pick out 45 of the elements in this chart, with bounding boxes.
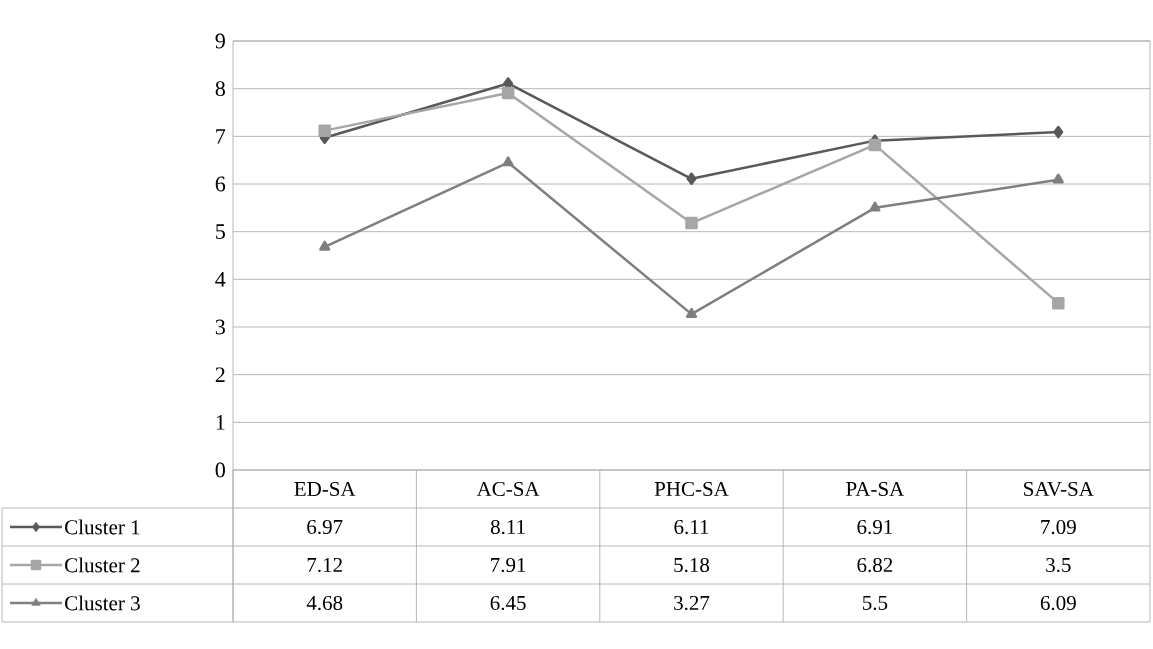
data-label: 8.11 <box>490 519 525 535</box>
y-tick-label: 3 <box>215 319 225 335</box>
point <box>686 172 697 186</box>
data-label: 5.18 <box>674 557 710 573</box>
legend-label: Cluster 1 <box>65 519 140 535</box>
x-tick-label: SAV-SA <box>1024 481 1094 497</box>
data-label: 7.12 <box>307 557 342 573</box>
y-tick-label: 1 <box>216 415 225 430</box>
data-label: 5.5 <box>863 595 888 611</box>
data-label: 7.91 <box>491 557 526 573</box>
y-tick-label: 0 <box>215 462 225 478</box>
point <box>1052 296 1065 310</box>
data-label: 3.5 <box>1046 557 1071 573</box>
data-label: 6.82 <box>857 557 893 573</box>
y-tick-label: 8 <box>215 81 225 97</box>
x-tick-label: AC-SA <box>476 481 540 497</box>
point <box>869 201 881 212</box>
data-label: 3.27 <box>674 595 710 611</box>
point <box>319 240 331 251</box>
point <box>501 86 515 100</box>
data-label: 6.11 <box>674 519 709 535</box>
legend-label: Cluster 3 <box>65 595 140 611</box>
data-label: 6.97 <box>307 519 343 535</box>
data-label: 7.09 <box>1041 519 1076 535</box>
x-tick-label: PA-SA <box>846 481 905 497</box>
y-tick-label: 5 <box>216 224 225 239</box>
y-tick-label: 9 <box>215 33 225 49</box>
y-tick-label: 4 <box>215 272 226 287</box>
y-tick-label: 2 <box>215 367 225 382</box>
data-label: 6.91 <box>857 519 893 535</box>
x-tick-label: ED-SA <box>294 481 356 497</box>
point <box>502 156 514 167</box>
point <box>868 138 882 152</box>
x-tick-label: PHC-SA <box>654 481 729 497</box>
data-label: 4.68 <box>306 595 343 611</box>
point <box>1052 173 1064 184</box>
point <box>318 124 331 137</box>
legend-label: Cluster 2 <box>65 557 140 573</box>
y-tick-label: 7 <box>216 129 226 144</box>
data-label: 6.09 <box>1040 595 1076 611</box>
point <box>685 216 698 230</box>
point <box>1053 125 1064 139</box>
data-label: 6.45 <box>490 595 526 611</box>
point <box>685 307 698 318</box>
y-tick-label: 6 <box>215 176 226 192</box>
